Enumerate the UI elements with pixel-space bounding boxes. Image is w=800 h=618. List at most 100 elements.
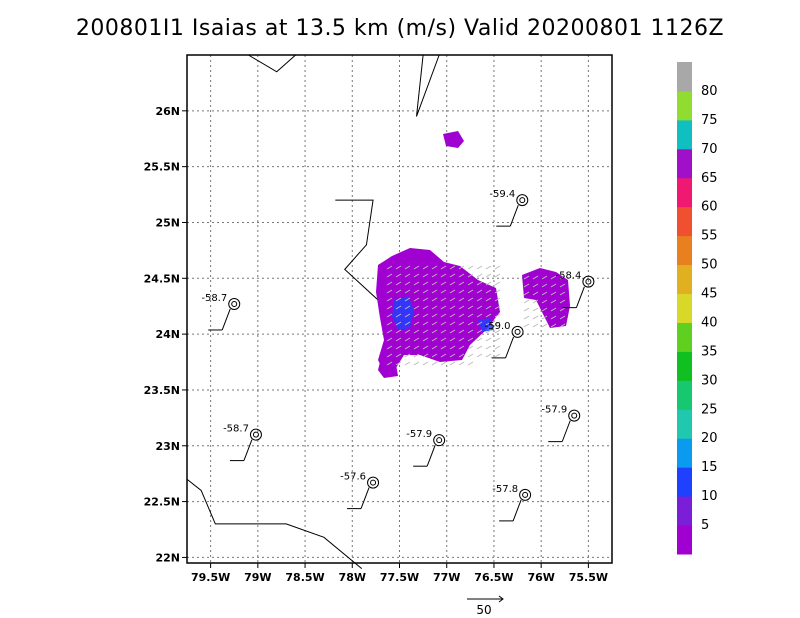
observation-point: -58.7 bbox=[223, 424, 262, 462]
wind-vector bbox=[467, 297, 474, 302]
colorbar-label: 40 bbox=[701, 315, 718, 330]
wind-vector bbox=[559, 291, 566, 296]
wind-vector bbox=[422, 337, 429, 342]
wind-vector bbox=[485, 265, 492, 270]
wind-vector bbox=[541, 323, 548, 328]
x-tick-label: 75.5W bbox=[569, 571, 608, 584]
colorbar-label: 60 bbox=[701, 200, 718, 215]
wind-vector bbox=[395, 361, 402, 366]
wind-vector bbox=[422, 353, 429, 358]
wind-vector bbox=[476, 345, 483, 350]
observation-ring bbox=[370, 479, 377, 486]
colorbar-segment bbox=[677, 380, 692, 410]
wind-field-south bbox=[378, 362, 398, 378]
wind-vector bbox=[449, 297, 456, 302]
x-tick-label: 76W bbox=[527, 571, 554, 584]
wind-vector bbox=[494, 337, 501, 342]
wind-vector bbox=[431, 337, 438, 342]
wind-vector bbox=[449, 281, 456, 286]
wind-vector bbox=[386, 289, 393, 294]
colorbar-label: 80 bbox=[701, 84, 718, 99]
observation-ring bbox=[252, 431, 259, 438]
y-tick-label: 24.5N bbox=[144, 272, 180, 285]
wind-barb bbox=[561, 420, 571, 442]
wind-vector bbox=[386, 337, 393, 342]
wind-barb bbox=[575, 286, 585, 308]
wind-vector bbox=[440, 273, 447, 278]
colorbar-segment bbox=[677, 119, 692, 150]
observation-ring bbox=[511, 325, 524, 338]
x-tick-label: 77W bbox=[433, 571, 460, 584]
observation-label: -57.8 bbox=[492, 484, 518, 495]
x-tick-label: 78W bbox=[339, 571, 366, 584]
wind-vector bbox=[458, 345, 465, 350]
wind-vector bbox=[523, 315, 530, 320]
colorbar-label: 45 bbox=[701, 287, 718, 302]
wind-vector bbox=[395, 265, 402, 270]
wind-vector bbox=[532, 283, 539, 288]
wind-vector bbox=[494, 353, 501, 358]
wind-vector bbox=[404, 297, 411, 302]
wind-vector bbox=[559, 283, 566, 288]
wind-vector bbox=[494, 297, 501, 302]
wind-vector bbox=[476, 265, 483, 270]
observation-ring bbox=[249, 428, 262, 441]
wind-vector bbox=[431, 353, 438, 358]
x-tick-label: 79W bbox=[244, 571, 271, 584]
colorbar-segment bbox=[677, 235, 692, 266]
wind-vector bbox=[485, 273, 492, 278]
wind-vector bbox=[467, 361, 474, 366]
wind-vector bbox=[449, 361, 456, 366]
wind-vector bbox=[523, 299, 530, 304]
observation-point: -57.9 bbox=[406, 429, 446, 467]
wind-vector bbox=[404, 273, 411, 278]
wind-vector bbox=[404, 265, 411, 270]
wind-vector bbox=[485, 345, 492, 350]
wind-vector bbox=[440, 329, 447, 334]
wind-vector bbox=[485, 337, 492, 342]
wind-field-east bbox=[522, 268, 570, 328]
observation-point: -58.7 bbox=[201, 293, 241, 331]
x-tick-label: 78.5W bbox=[285, 571, 324, 584]
axis-ticks: 79.5W 79W 78.5W 78W 77.5W 77W 76.5W 76W 75.5W 22N… bbox=[144, 105, 608, 584]
wind-vector bbox=[485, 329, 492, 334]
wind-barb bbox=[360, 487, 370, 509]
wind-vector bbox=[404, 329, 411, 334]
wind-vector bbox=[404, 337, 411, 342]
wind-vector bbox=[440, 313, 447, 318]
wind-vector bbox=[413, 361, 420, 366]
wind-vector bbox=[476, 353, 483, 358]
wind-vector bbox=[440, 337, 447, 342]
wind-vector bbox=[467, 337, 474, 342]
observation-point: -57.8 bbox=[492, 484, 532, 522]
wind-vector bbox=[431, 273, 438, 278]
wind-barb bbox=[512, 499, 522, 522]
colorbar-label: 75 bbox=[701, 113, 718, 128]
y-tick-label: 23N bbox=[155, 440, 180, 453]
colorbar-segment bbox=[677, 177, 692, 208]
wind-vector bbox=[467, 313, 474, 318]
wind-vector bbox=[449, 305, 456, 310]
wind-vector bbox=[458, 361, 465, 366]
wind-vector bbox=[449, 313, 456, 318]
wind-vector bbox=[395, 321, 402, 326]
colorbar-segment bbox=[677, 148, 692, 179]
wind-vector bbox=[458, 289, 465, 294]
wind-vector bbox=[422, 281, 429, 286]
wind-vector bbox=[395, 281, 402, 286]
wind-vector bbox=[467, 329, 474, 334]
wind-vector bbox=[440, 289, 447, 294]
wind-vector bbox=[541, 275, 548, 280]
colorbar-label: 10 bbox=[701, 489, 718, 504]
wind-vector bbox=[440, 361, 447, 366]
observation-point: -57.6 bbox=[340, 472, 380, 510]
wind-vector bbox=[476, 297, 483, 302]
wind-vector bbox=[386, 353, 393, 358]
wind-vector bbox=[386, 265, 393, 270]
wind-vector bbox=[413, 281, 420, 286]
wind-vector bbox=[559, 275, 566, 280]
observation-point: -58.4 bbox=[556, 271, 595, 309]
wind-vector bbox=[422, 313, 429, 318]
wind-vector bbox=[494, 289, 501, 294]
observation-label: -57.9 bbox=[541, 405, 567, 416]
